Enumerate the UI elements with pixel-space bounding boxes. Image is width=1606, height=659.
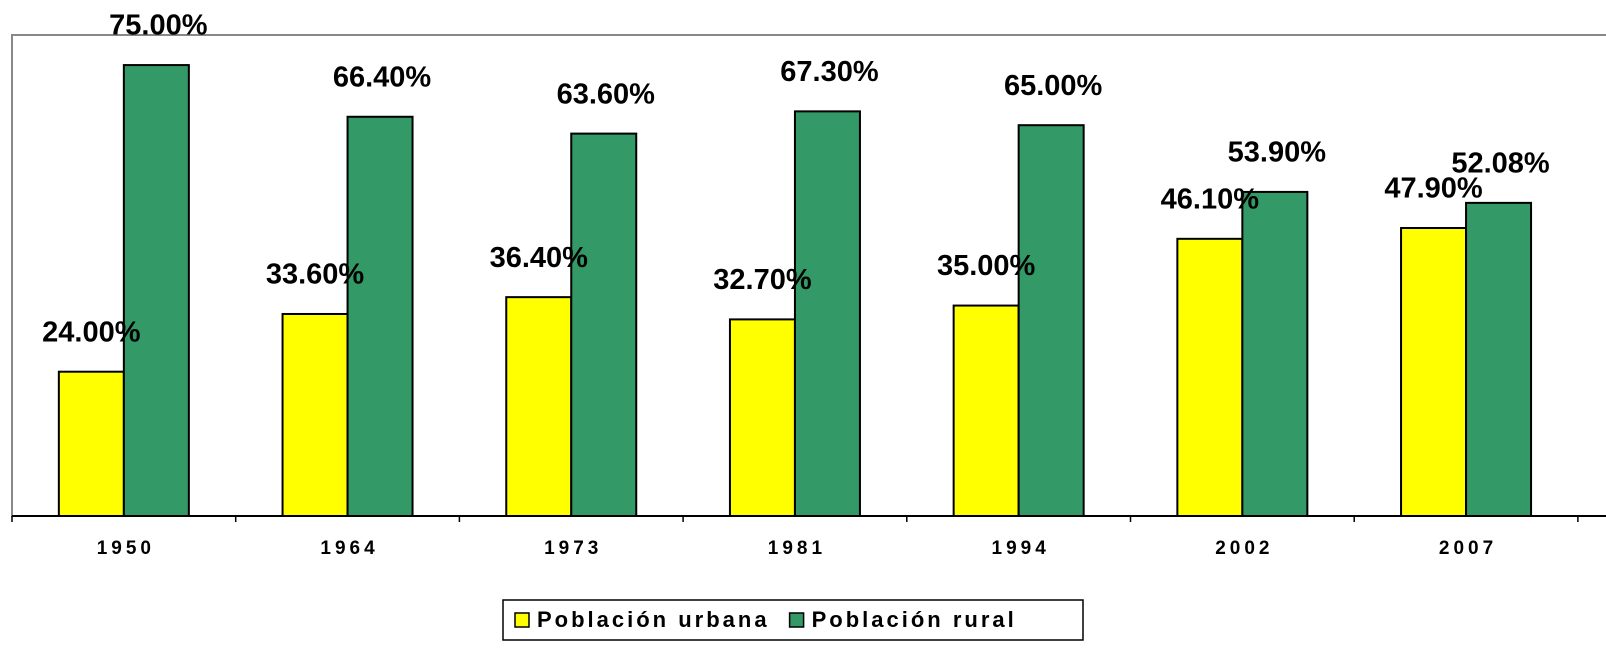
bar <box>570 132 638 517</box>
data-label: 52.08% <box>1451 148 1550 180</box>
legend-label: Población rural <box>812 607 1017 632</box>
x-tick-label: 2002 <box>1215 538 1273 559</box>
data-label: 66.40% <box>333 61 432 93</box>
bar <box>1017 124 1085 517</box>
x-tick-label: 1994 <box>992 538 1050 559</box>
data-label: 32.70% <box>713 264 812 296</box>
x-tick-label: 1973 <box>544 538 602 559</box>
legend-swatch <box>514 612 530 628</box>
bar <box>1465 201 1533 518</box>
data-label: 47.90% <box>1384 173 1483 205</box>
data-label: 35.00% <box>937 250 1036 282</box>
bar <box>505 296 573 517</box>
legend-label: Población urbana <box>537 607 770 632</box>
bar <box>57 370 125 518</box>
x-tick-label: 2007 <box>1439 538 1497 559</box>
data-label: 36.40% <box>490 242 589 274</box>
legend-swatch <box>788 612 805 628</box>
data-label: 53.90% <box>1228 137 1327 169</box>
data-label: 67.30% <box>780 56 879 88</box>
x-tick-label: 1950 <box>97 538 155 559</box>
data-label: 24.00% <box>42 316 141 348</box>
x-tick-label: 1964 <box>320 538 378 559</box>
bar <box>1176 237 1244 517</box>
data-label: 46.10% <box>1161 183 1260 215</box>
bar <box>1241 190 1309 518</box>
x-tick-label: 1981 <box>768 538 826 559</box>
data-label: 65.00% <box>1004 70 1103 102</box>
bar <box>122 64 190 517</box>
data-label: 33.60% <box>266 259 365 291</box>
bar <box>728 318 796 517</box>
bar <box>952 304 1020 517</box>
bar <box>346 115 414 518</box>
data-label: 75.00% <box>109 10 208 42</box>
bar <box>1400 227 1468 517</box>
data-label: 63.60% <box>557 78 656 110</box>
bar <box>793 110 861 517</box>
bar <box>281 312 349 518</box>
